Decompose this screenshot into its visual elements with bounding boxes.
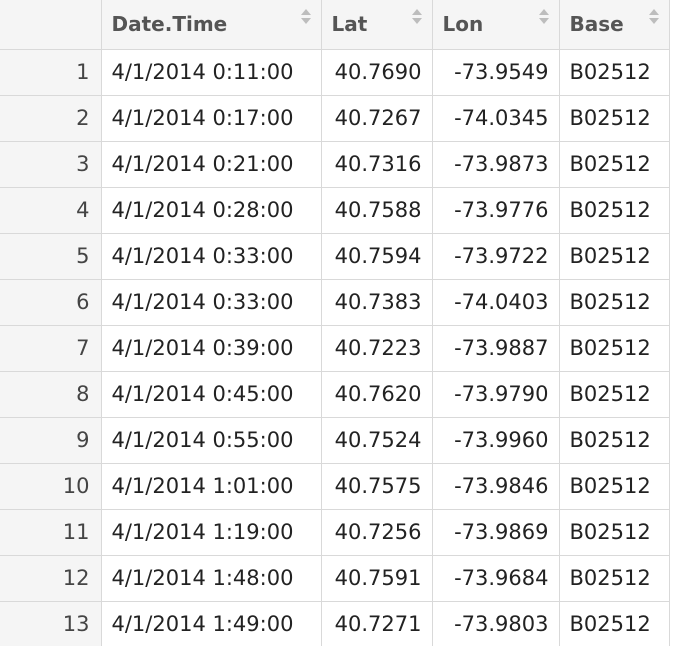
cell-lat[interactable]: 40.7588 [320,186,433,234]
cell-date-time[interactable]: 4/1/2014 1:19:00 [100,508,322,556]
cell-date-time[interactable]: 4/1/2014 0:11:00 [100,48,322,96]
row-number: 2 [0,94,102,142]
cell-lon[interactable]: -73.9722 [431,232,560,280]
cell-lon[interactable]: -73.9776 [431,186,560,234]
table-row[interactable]: 11 4/1/2014 1:19:00 40.7256 -73.9869 B02… [0,508,670,556]
cell-lat[interactable]: 40.7620 [320,370,433,418]
cell-lat[interactable]: 40.7316 [320,140,433,188]
table-row[interactable]: 9 4/1/2014 0:55:00 40.7524 -73.9960 B025… [0,416,670,464]
cell-base[interactable]: B02512 [558,508,670,556]
cell-lon[interactable]: -73.9803 [431,600,560,646]
cell-lat[interactable]: 40.7524 [320,416,433,464]
table-row[interactable]: 7 4/1/2014 0:39:00 40.7223 -73.9887 B025… [0,324,670,372]
column-header-lat[interactable]: Lat [320,0,433,50]
cell-base[interactable]: B02512 [558,278,670,326]
column-header-label: Base [569,12,624,37]
row-number: 1 [0,48,102,96]
cell-lat[interactable]: 40.7256 [320,508,433,556]
cell-lon[interactable]: -73.9873 [431,140,560,188]
cell-lat[interactable]: 40.7575 [320,462,433,510]
sort-arrows-icon[interactable] [300,9,311,27]
row-number: 7 [0,324,102,372]
cell-lon[interactable]: -73.9549 [431,48,560,96]
cell-date-time[interactable]: 4/1/2014 0:33:00 [100,232,322,280]
cell-lon[interactable]: -73.9869 [431,508,560,556]
cell-lat[interactable]: 40.7223 [320,324,433,372]
cell-date-time[interactable]: 4/1/2014 0:33:00 [100,278,322,326]
column-header-lon[interactable]: Lon [431,0,560,50]
row-number: 13 [0,600,102,646]
sort-arrows-icon[interactable] [648,9,659,27]
table-row[interactable]: 8 4/1/2014 0:45:00 40.7620 -73.9790 B025… [0,370,670,418]
cell-date-time[interactable]: 4/1/2014 0:45:00 [100,370,322,418]
cell-lon[interactable]: -73.9790 [431,370,560,418]
cell-base[interactable]: B02512 [558,554,670,602]
cell-lat[interactable]: 40.7690 [320,48,433,96]
table-row[interactable]: 4 4/1/2014 0:28:00 40.7588 -73.9776 B025… [0,186,670,234]
cell-lon[interactable]: -73.9846 [431,462,560,510]
sort-arrows-icon[interactable] [538,9,549,27]
cell-base[interactable]: B02512 [558,140,670,188]
cell-base[interactable]: B02512 [558,48,670,96]
cell-lat[interactable]: 40.7591 [320,554,433,602]
cell-lat[interactable]: 40.7267 [320,94,433,142]
table-row[interactable]: 5 4/1/2014 0:33:00 40.7594 -73.9722 B025… [0,232,670,280]
table-row[interactable]: 12 4/1/2014 1:48:00 40.7591 -73.9684 B02… [0,554,670,602]
cell-base[interactable]: B02512 [558,462,670,510]
cell-lat[interactable]: 40.7383 [320,278,433,326]
row-number: 11 [0,508,102,556]
cell-lon[interactable]: -74.0403 [431,278,560,326]
cell-base[interactable]: B02512 [558,324,670,372]
cell-base[interactable]: B02512 [558,186,670,234]
cell-base[interactable]: B02512 [558,600,670,646]
cell-lon[interactable]: -74.0345 [431,94,560,142]
sort-arrows-icon[interactable] [411,9,422,27]
cell-lat[interactable]: 40.7594 [320,232,433,280]
table-row[interactable]: 1 4/1/2014 0:11:00 40.7690 -73.9549 B025… [0,48,670,96]
table-row[interactable]: 13 4/1/2014 1:49:00 40.7271 -73.9803 B02… [0,600,670,646]
cell-date-time[interactable]: 4/1/2014 0:21:00 [100,140,322,188]
cell-date-time[interactable]: 4/1/2014 1:49:00 [100,600,322,646]
cell-lon[interactable]: -73.9960 [431,416,560,464]
column-header-label: Lon [442,12,484,37]
column-header-label: Lat [331,12,368,37]
cell-date-time[interactable]: 4/1/2014 0:28:00 [100,186,322,234]
header-row: Date.Time Lat Lon Base [0,0,670,50]
data-table: Date.Time Lat Lon Base 1 [0,0,670,646]
table-row[interactable]: 2 4/1/2014 0:17:00 40.7267 -74.0345 B025… [0,94,670,142]
cell-base[interactable]: B02512 [558,416,670,464]
cell-date-time[interactable]: 4/1/2014 1:48:00 [100,554,322,602]
column-header-base[interactable]: Base [558,0,670,50]
table-row[interactable]: 10 4/1/2014 1:01:00 40.7575 -73.9846 B02… [0,462,670,510]
cell-base[interactable]: B02512 [558,232,670,280]
table-row[interactable]: 6 4/1/2014 0:33:00 40.7383 -74.0403 B025… [0,278,670,326]
cell-lon[interactable]: -73.9684 [431,554,560,602]
cell-date-time[interactable]: 4/1/2014 1:01:00 [100,462,322,510]
cell-base[interactable]: B02512 [558,370,670,418]
row-number: 6 [0,278,102,326]
cell-date-time[interactable]: 4/1/2014 0:55:00 [100,416,322,464]
cell-date-time[interactable]: 4/1/2014 0:17:00 [100,94,322,142]
row-number: 9 [0,416,102,464]
cell-lon[interactable]: -73.9887 [431,324,560,372]
cell-lat[interactable]: 40.7271 [320,600,433,646]
row-number: 12 [0,554,102,602]
row-number: 5 [0,232,102,280]
row-number: 10 [0,462,102,510]
cell-base[interactable]: B02512 [558,94,670,142]
row-number: 3 [0,140,102,188]
row-number-header [0,0,102,50]
cell-date-time[interactable]: 4/1/2014 0:39:00 [100,324,322,372]
column-header-date-time[interactable]: Date.Time [100,0,322,50]
row-number: 4 [0,186,102,234]
column-header-label: Date.Time [111,12,228,37]
row-number: 8 [0,370,102,418]
table-row[interactable]: 3 4/1/2014 0:21:00 40.7316 -73.9873 B025… [0,140,670,188]
